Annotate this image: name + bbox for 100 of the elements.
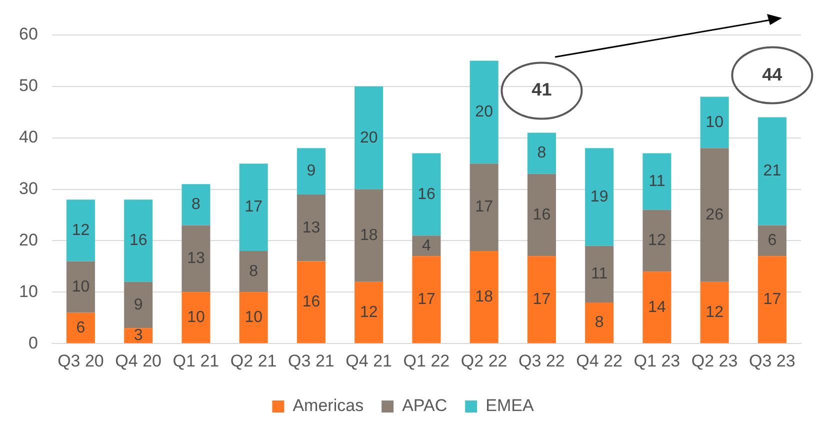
data-label: 8: [537, 144, 546, 162]
data-label: 17: [763, 291, 782, 308]
data-label: 12: [648, 232, 666, 250]
data-label: 11: [648, 172, 666, 190]
bar: [296, 148, 326, 194]
data-label: 18: [475, 288, 494, 306]
bar: [642, 153, 672, 210]
bar: [296, 194, 326, 262]
data-label: 3: [134, 327, 143, 344]
y-tick-label: 0: [28, 333, 38, 352]
bar: [700, 96, 729, 148]
data-label: 17: [475, 198, 494, 216]
data-label: 8: [249, 263, 258, 280]
data-label: 10: [187, 309, 205, 326]
bar: [239, 164, 268, 252]
x-tick-label: Q3 22: [518, 351, 565, 370]
data-label: 12: [360, 304, 378, 321]
data-label: 10: [706, 114, 724, 131]
data-label: 8: [192, 196, 201, 214]
data-label: 10: [244, 309, 263, 326]
bar: [182, 184, 210, 226]
x-tick-label: Q3 23: [749, 351, 796, 370]
bar: [412, 256, 441, 344]
annotation: 44: [762, 64, 782, 84]
x-tick-label: Q2 22: [460, 351, 508, 370]
legend-label: APAC: [402, 396, 448, 416]
data-label: 20: [360, 129, 378, 146]
data-label: 21: [763, 162, 782, 180]
x-tick-label: Q3 21: [288, 351, 334, 370]
y-tick-label: 10: [18, 282, 38, 301]
annotation: 41: [532, 80, 552, 100]
bar: [585, 148, 614, 246]
y-tick-label: 20: [18, 230, 38, 250]
data-label: 9: [306, 162, 316, 180]
data-label: 17: [244, 198, 263, 216]
data-label: 11: [591, 266, 608, 283]
data-label: 16: [532, 206, 551, 224]
bar: [354, 282, 384, 344]
y-tick-label: 60: [18, 24, 38, 44]
y-tick-label: 50: [18, 76, 38, 96]
x-tick-label: Q2 23: [691, 351, 738, 370]
bar: [66, 312, 95, 344]
bar: [354, 189, 384, 282]
x-tick-label: Q1 22: [403, 351, 450, 370]
data-label: 9: [134, 296, 143, 314]
y-tick-label: 30: [18, 178, 38, 198]
data-label: 12: [72, 222, 90, 239]
data-label: 4: [422, 237, 431, 254]
bar: [642, 272, 672, 344]
data-label: 19: [590, 188, 608, 206]
bar: [700, 282, 729, 344]
bar: [182, 292, 210, 344]
bar: [412, 236, 441, 256]
data-label: 16: [129, 232, 148, 250]
data-label: 13: [302, 219, 320, 236]
bar: [758, 256, 786, 344]
bar: [66, 200, 95, 262]
bar: [124, 282, 153, 328]
bar: [758, 117, 786, 226]
bar: [296, 261, 326, 344]
x-tick-label: Q2 21: [230, 351, 277, 370]
data-label: 8: [594, 314, 604, 332]
bar: [412, 153, 441, 236]
data-label: 17: [532, 291, 551, 308]
data-label: 16: [418, 186, 436, 203]
bar: [470, 164, 498, 252]
data-label: 10: [72, 278, 90, 296]
x-tick-label: Q4 20: [115, 351, 162, 370]
bar: [642, 210, 672, 272]
bar: [527, 256, 556, 344]
data-label: 17: [418, 291, 436, 308]
bar: [124, 200, 153, 282]
y-tick-label: 40: [18, 128, 38, 147]
x-tick-label: Q3 20: [58, 351, 104, 370]
bar: [470, 60, 498, 164]
data-label: 26: [706, 206, 724, 224]
data-label: 18: [360, 226, 378, 244]
data-label: 6: [76, 319, 86, 336]
x-tick-label: Q1 23: [634, 351, 680, 370]
bar: [239, 251, 268, 292]
bar: [66, 261, 95, 313]
bar: [527, 174, 556, 256]
bar: [527, 132, 556, 174]
data-label: 13: [187, 250, 205, 268]
bar: [354, 86, 384, 190]
bar: [758, 225, 786, 256]
bar: [470, 251, 498, 344]
data-label: 20: [475, 104, 494, 121]
bar: [585, 302, 614, 344]
data-label: 14: [648, 298, 666, 316]
legend-label: EMEA: [486, 396, 534, 416]
legend-label: Americas: [292, 396, 364, 416]
data-label: 6: [768, 232, 777, 250]
data-label: 12: [706, 304, 724, 321]
x-tick-label: Q4 22: [576, 351, 622, 370]
x-tick-label: Q1 21: [172, 351, 220, 370]
bar: [700, 148, 729, 282]
bar: [239, 292, 268, 344]
bar: [182, 225, 210, 292]
x-tick-label: Q4 21: [346, 351, 392, 370]
